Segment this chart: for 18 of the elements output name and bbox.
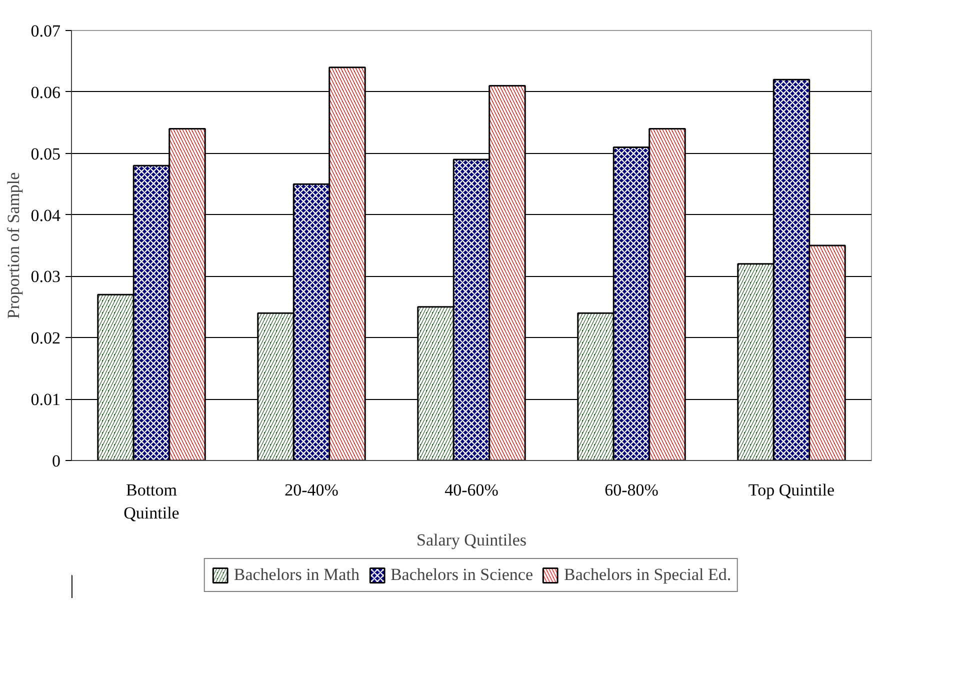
- y-axis-title: Proportion of Sample: [4, 172, 23, 319]
- legend-label: Bachelors in Special Ed.: [564, 565, 732, 585]
- y-tick-label: 0: [52, 452, 60, 470]
- x-tick-label: Bottom Quintile: [124, 480, 180, 522]
- legend-label: Bachelors in Math: [234, 565, 360, 585]
- y-tick-label: 0.07: [30, 22, 61, 40]
- x-axis-title: Salary Quintiles: [416, 530, 527, 550]
- y-tick-label: 0.02: [30, 328, 60, 348]
- y-tick-label: 0.04: [30, 206, 61, 225]
- x-tick-label: 20-40%: [284, 480, 338, 500]
- legend-label: Bachelors in Science: [390, 565, 534, 585]
- x-tick-label: 40-60%: [444, 480, 498, 500]
- y-tick-label: 0.05: [30, 144, 60, 164]
- y-tick-label: 0.01: [30, 390, 60, 410]
- y-tick-label: 0.06: [30, 82, 60, 102]
- x-tick-label: Top Quintile: [748, 480, 835, 500]
- x-tick-label: 60-80%: [604, 480, 658, 500]
- y-tick-label: 0.03: [30, 267, 60, 286]
